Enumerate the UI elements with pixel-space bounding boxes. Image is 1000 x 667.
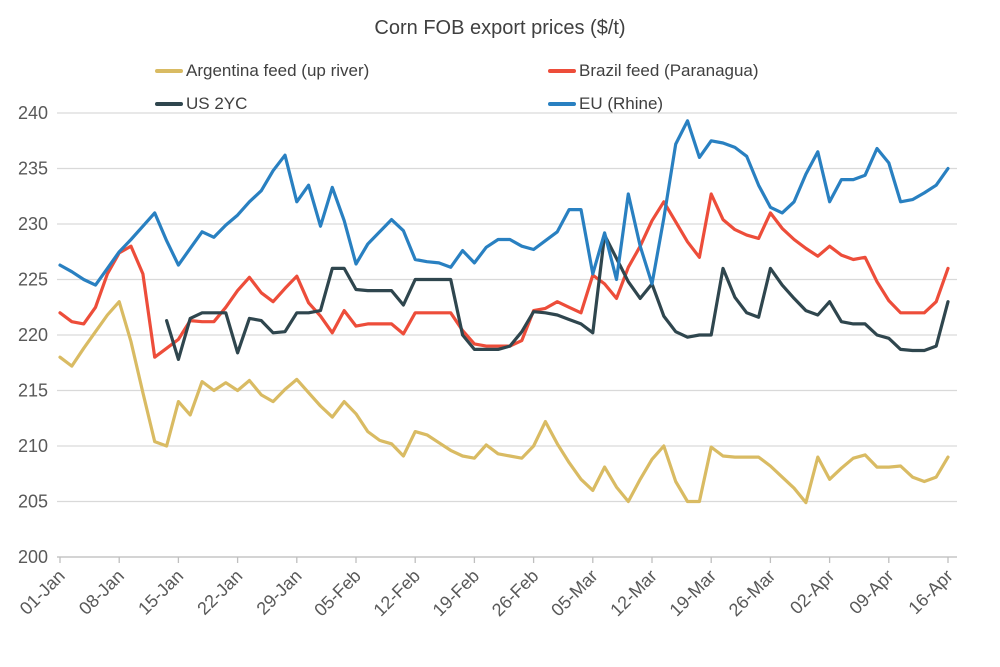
series-line-us-2yc	[165, 233, 950, 361]
legend-label-us2yc: US 2YC	[186, 94, 248, 113]
x-axis-label: 22-Jan	[193, 566, 246, 619]
y-axis-label: 220	[18, 325, 48, 345]
y-axis-label: 240	[18, 103, 48, 123]
x-axis-label: 12-Mar	[606, 566, 660, 620]
x-axis-label: 15-Jan	[134, 566, 187, 619]
legend-swatch-eu-rhine	[548, 102, 576, 106]
x-axis-label: 05-Feb	[310, 566, 364, 620]
legend-item-eu-rhine: EU (Rhine)	[548, 94, 663, 114]
legend-label-argentina: Argentina feed (up river)	[186, 61, 370, 80]
y-axis-label: 215	[18, 381, 48, 401]
series-line-brazil-feed-paranagua	[58, 192, 950, 359]
y-axis-label: 225	[18, 270, 48, 290]
series-line-eu-rhine	[58, 119, 950, 287]
legend-swatch-argentina	[155, 69, 183, 73]
x-axis-label: 02-Apr	[786, 566, 838, 618]
x-axis-label: 09-Apr	[845, 566, 897, 618]
x-axis-label: 16-Apr	[904, 566, 956, 618]
x-axis-label: 29-Jan	[253, 566, 306, 619]
series-line-argentina-feed-up-river	[58, 300, 950, 505]
y-axis-label: 205	[18, 492, 48, 512]
x-axis-label: 12-Feb	[370, 566, 424, 620]
y-axis-label: 210	[18, 436, 48, 456]
legend-label-eu-rhine: EU (Rhine)	[579, 94, 664, 113]
y-axis-label: 235	[18, 159, 48, 179]
legend-swatch-us2yc	[155, 102, 183, 106]
legend-swatch-brazil	[548, 69, 576, 73]
legend-item-us2yc: US 2YC	[155, 94, 247, 114]
x-axis-label: 19-Mar	[666, 566, 720, 620]
legend-item-argentina: Argentina feed (up river)	[155, 61, 369, 81]
chart-title: Corn FOB export prices ($/t)	[374, 17, 626, 39]
x-axis-label: 26-Mar	[725, 566, 779, 620]
legend-item-brazil: Brazil feed (Paranagua)	[548, 61, 759, 81]
x-axis-label: 05-Mar	[547, 566, 601, 620]
y-axis-label: 200	[18, 547, 48, 567]
legend-label-brazil: Brazil feed (Paranagua)	[579, 61, 759, 80]
x-axis-label: 19-Feb	[429, 566, 483, 620]
y-axis-label: 230	[18, 214, 48, 234]
x-axis-label: 26-Feb	[488, 566, 542, 620]
x-axis-label: 08-Jan	[75, 566, 128, 619]
x-axis-label: 01-Jan	[16, 566, 69, 619]
